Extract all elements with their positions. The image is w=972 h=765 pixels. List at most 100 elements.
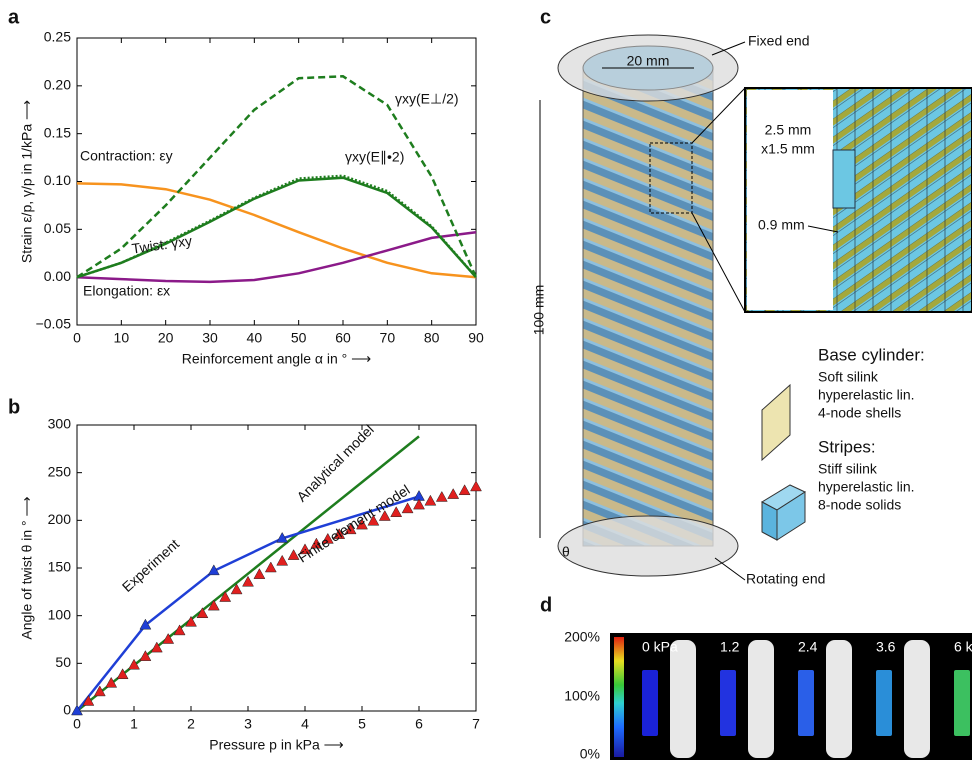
x-tick-label: 5 xyxy=(358,716,366,732)
series-line xyxy=(76,230,477,284)
x-tick-label: 6 xyxy=(415,716,423,732)
x-tick-label: 40 xyxy=(247,330,263,346)
marker xyxy=(162,632,175,644)
zoom-line xyxy=(691,212,746,313)
series-annotation: γxy(E⊥/2) xyxy=(395,91,459,107)
series-annotation: Twist: γxy xyxy=(131,232,193,256)
marker xyxy=(93,685,106,697)
x-tick-label: 20 xyxy=(158,330,174,346)
series-annotation: γxy(E∥•2) xyxy=(345,149,404,165)
dim-label: 100 mm xyxy=(531,285,547,336)
x-tick-label: 7 xyxy=(472,716,480,732)
legend-text: 8-node solids xyxy=(818,497,901,513)
callout: Fixed end xyxy=(748,33,809,49)
x-tick-label: 10 xyxy=(114,330,130,346)
zoom-line xyxy=(691,87,746,144)
x-tick-label: 80 xyxy=(424,330,440,346)
y-tick-label: 300 xyxy=(48,416,72,432)
y-tick-label: 0.25 xyxy=(44,29,71,45)
x-tick-label: 0 xyxy=(73,330,81,346)
actuator xyxy=(670,640,696,758)
marker xyxy=(321,532,334,544)
panel-label: b xyxy=(8,396,20,418)
solid-icon xyxy=(760,484,807,541)
marker xyxy=(82,694,95,706)
marker xyxy=(128,658,140,670)
marker xyxy=(447,488,460,499)
legend-text: hyperelastic lin. xyxy=(818,387,915,403)
scale-label: 200% xyxy=(564,629,600,645)
marker xyxy=(150,641,163,653)
panel-label: a xyxy=(8,6,20,28)
x-tick-label: 1 xyxy=(130,716,138,732)
y-tick-label: 0 xyxy=(63,702,71,718)
actuator xyxy=(748,640,774,758)
marker xyxy=(299,543,311,555)
y-tick-label: 250 xyxy=(48,463,72,479)
x-tick-label: 0 xyxy=(73,716,81,732)
strain-map xyxy=(642,670,658,736)
marker xyxy=(253,568,266,579)
marker xyxy=(401,502,414,514)
strain-map xyxy=(798,670,814,736)
series-annotation: Experiment xyxy=(119,536,182,595)
x-tick-label: 3 xyxy=(244,716,252,732)
dim-label: 20 mm xyxy=(627,53,670,69)
marker xyxy=(264,561,277,573)
legend-text: 4-node shells xyxy=(818,405,901,421)
x-axis-label: Pressure p in kPa ⟶ xyxy=(209,737,343,753)
y-tick-label: 150 xyxy=(48,559,72,575)
series-line xyxy=(76,174,477,279)
zoom-box xyxy=(649,142,693,214)
pressure-label: 1.2 xyxy=(720,639,740,655)
marker xyxy=(139,618,152,630)
pressure-label: 2.4 xyxy=(798,639,818,655)
inset-background xyxy=(747,90,833,310)
strain-map xyxy=(954,670,970,736)
y-tick-label: 0.10 xyxy=(44,172,71,188)
x-tick-label: 4 xyxy=(301,716,309,732)
x-tick-label: 70 xyxy=(380,330,396,346)
x-axis-label: Reinforcement angle α in ° ⟶ xyxy=(182,351,371,367)
marker xyxy=(185,615,197,627)
y-tick-label: 0.15 xyxy=(44,124,71,140)
panel-c: c 20 mm Fixed end 100 mm θ Rotating end … xyxy=(531,6,972,587)
marker xyxy=(435,490,448,502)
marker xyxy=(139,650,152,661)
x-tick-label: 60 xyxy=(335,330,351,346)
scale-label: 0% xyxy=(580,746,600,760)
strain-map xyxy=(720,670,736,736)
marker xyxy=(207,564,220,576)
y-tick-label: 0.00 xyxy=(44,268,71,284)
marker xyxy=(276,554,289,566)
legend-title: Stripes: xyxy=(818,437,876,456)
panel-label: c xyxy=(540,6,551,28)
leader xyxy=(807,225,839,233)
dim-label: x1.5 mm xyxy=(761,141,815,157)
colorbar xyxy=(614,637,624,757)
strain-map xyxy=(876,670,892,736)
series-annotation: Contraction: εy xyxy=(80,148,173,164)
dim-label: 2.5 mm xyxy=(765,122,812,138)
legend-text: hyperelastic lin. xyxy=(818,479,915,495)
marker xyxy=(390,506,403,517)
y-tick-label: −0.05 xyxy=(36,316,72,332)
marker xyxy=(71,704,83,716)
marker xyxy=(470,480,482,492)
scale-label: 100% xyxy=(564,688,600,704)
marker xyxy=(287,549,300,560)
marker xyxy=(367,514,380,526)
panel-label: d xyxy=(540,594,552,616)
marker xyxy=(173,624,186,636)
marker xyxy=(219,591,232,602)
series-line xyxy=(76,182,477,279)
dim-label: 0.9 mm xyxy=(758,217,805,233)
legend-text: Stiff silink xyxy=(818,461,878,477)
marker xyxy=(207,599,220,611)
y-tick-label: 0.05 xyxy=(44,220,71,236)
y-tick-label: 0.20 xyxy=(44,77,71,93)
marker xyxy=(356,518,368,530)
marker xyxy=(310,537,323,549)
panel-d: d 200% 100% 0% 0 kPa 1.2 2.4 3.6 6 kPa xyxy=(540,594,972,762)
